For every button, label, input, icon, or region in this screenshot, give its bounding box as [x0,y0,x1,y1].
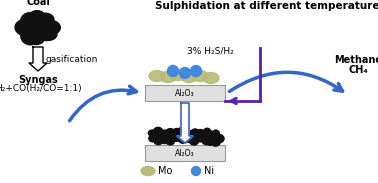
Ellipse shape [161,137,169,144]
Ellipse shape [161,130,168,138]
Ellipse shape [153,132,161,140]
Ellipse shape [153,127,163,135]
Ellipse shape [160,72,176,83]
Ellipse shape [212,130,219,137]
Ellipse shape [184,130,193,138]
Text: Syngas: Syngas [18,75,58,85]
Ellipse shape [28,20,48,36]
Text: Al₂O₃: Al₂O₃ [175,89,195,98]
Ellipse shape [37,28,57,41]
Ellipse shape [21,27,40,45]
Text: Coal: Coal [26,0,50,7]
Ellipse shape [172,135,181,141]
Ellipse shape [141,167,155,175]
Ellipse shape [191,129,199,136]
Ellipse shape [166,129,175,136]
Ellipse shape [149,135,156,142]
Ellipse shape [21,13,40,28]
Ellipse shape [158,134,167,139]
Ellipse shape [206,131,215,139]
Text: Ni: Ni [204,166,214,176]
Text: H₂+CO(H₂/CO=1:1): H₂+CO(H₂/CO=1:1) [0,84,81,93]
Ellipse shape [29,11,45,25]
Ellipse shape [165,133,173,141]
Ellipse shape [195,130,205,138]
Text: gasification: gasification [45,55,98,64]
Ellipse shape [201,132,209,140]
Text: 3% H₂S/H₂: 3% H₂S/H₂ [187,46,233,55]
Text: Methane: Methane [334,55,378,65]
Ellipse shape [184,136,193,142]
Ellipse shape [171,133,178,141]
Ellipse shape [203,128,211,135]
Ellipse shape [148,130,157,136]
Ellipse shape [211,139,220,146]
Text: Al₂O₃: Al₂O₃ [175,148,195,158]
Ellipse shape [202,137,211,145]
Ellipse shape [173,128,181,136]
Ellipse shape [153,137,163,145]
Polygon shape [177,103,193,143]
Ellipse shape [170,70,186,81]
Ellipse shape [215,135,224,143]
Ellipse shape [177,131,185,139]
Ellipse shape [194,134,203,140]
Ellipse shape [166,139,174,145]
Polygon shape [29,47,47,71]
Text: CH₄: CH₄ [348,65,368,75]
Ellipse shape [189,133,197,141]
Ellipse shape [192,167,200,175]
Text: Sulphidation at different temperatures: Sulphidation at different temperatures [155,1,378,11]
Ellipse shape [149,70,165,81]
Ellipse shape [178,135,188,143]
Text: Mo: Mo [158,166,172,176]
Ellipse shape [206,137,214,145]
Ellipse shape [196,135,205,142]
Ellipse shape [180,68,191,79]
Ellipse shape [28,32,45,44]
Ellipse shape [15,19,37,36]
FancyBboxPatch shape [145,85,225,101]
Ellipse shape [181,72,197,83]
Ellipse shape [190,138,198,145]
Ellipse shape [191,66,201,76]
FancyBboxPatch shape [145,145,225,161]
Ellipse shape [210,134,218,142]
Ellipse shape [192,70,208,81]
Ellipse shape [167,66,178,76]
Ellipse shape [37,13,54,27]
Ellipse shape [182,131,191,138]
Ellipse shape [207,132,214,139]
Ellipse shape [40,20,60,35]
Ellipse shape [203,72,219,83]
Ellipse shape [178,127,187,134]
